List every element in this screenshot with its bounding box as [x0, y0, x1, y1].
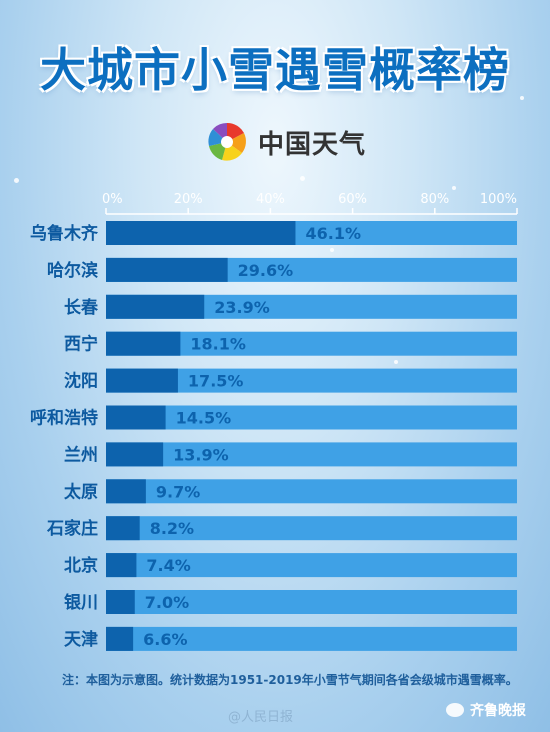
bar: [106, 626, 134, 651]
brand-logo: 中国天气: [204, 118, 366, 166]
x-tick-label: 40%: [256, 192, 285, 207]
bar: [106, 221, 296, 245]
bar: [106, 405, 166, 430]
x-tick-label: 100%: [480, 192, 517, 207]
bar-row: 沈阳 17.5%: [64, 368, 517, 393]
x-axis-ticks: 0% 20% 40% 60% 80% 100%: [102, 192, 518, 215]
category-label: 天津: [64, 629, 98, 650]
bar-row: 呼和浩特 14.5%: [30, 405, 517, 430]
bar-row: 天津 6.6%: [64, 626, 517, 651]
bar: [106, 479, 146, 504]
bar-row: 西宁 18.1%: [64, 331, 517, 356]
value-label: 13.9%: [173, 445, 229, 464]
bar: [106, 331, 181, 356]
x-tick-label: 0%: [102, 192, 123, 207]
value-label: 9.7%: [156, 482, 200, 501]
bar: [106, 516, 140, 541]
bar-row: 石家庄 8.2%: [46, 516, 517, 541]
bar-row: 太原 9.7%: [64, 479, 517, 504]
category-label: 沈阳: [64, 371, 98, 392]
bar-row: 银川 7.0%: [64, 590, 517, 614]
source-watermark-label: 齐鲁晚报: [470, 703, 526, 719]
bar: [106, 553, 137, 578]
bar-row: 兰州 13.9%: [64, 442, 517, 467]
bar-rows: 乌鲁木齐 46.1% 哈尔滨 29.6% 长春 23.9% 西宁 18.1% 沈阳 17.5% 呼和…: [30, 221, 517, 651]
category-label: 兰州: [64, 444, 98, 465]
value-label: 7.4%: [146, 556, 190, 575]
wechat-icon: [446, 703, 464, 717]
bar: [106, 368, 178, 393]
value-label: 8.2%: [150, 519, 194, 538]
x-tick-label: 60%: [338, 192, 367, 207]
bar-row: 北京 7.4%: [64, 553, 517, 578]
category-label: 石家庄: [46, 518, 98, 539]
source-watermark: 齐鲁晚报: [446, 700, 526, 720]
footnote: 注：本图为示意图。统计数据为1951-2019年小雪节气期间各省会级城市遇雪概率…: [62, 673, 518, 687]
bar-row: 乌鲁木齐 46.1%: [30, 221, 517, 245]
bar-row: 哈尔滨 29.6%: [47, 257, 517, 282]
value-label: 14.5%: [176, 409, 232, 428]
bar-row: 长春 23.9%: [64, 294, 517, 319]
value-label: 29.6%: [238, 261, 294, 280]
weibo-watermark: @人民日报: [228, 710, 294, 725]
category-label: 银川: [64, 592, 98, 613]
category-label: 北京: [64, 555, 98, 576]
value-label: 17.5%: [188, 372, 244, 391]
category-label: 乌鲁木齐: [30, 223, 99, 244]
bar: [106, 294, 205, 319]
value-label: 7.0%: [145, 593, 189, 612]
bar: [106, 442, 164, 467]
bar-track: [106, 442, 517, 467]
category-label: 哈尔滨: [47, 260, 98, 281]
value-label: 6.6%: [143, 630, 187, 649]
bar-track: [106, 405, 517, 430]
bar: [106, 590, 135, 614]
bar-track: [106, 626, 517, 651]
x-tick-label: 80%: [420, 192, 449, 207]
page-title: 大城市小雪遇雪概率榜: [40, 43, 510, 97]
value-label: 23.9%: [214, 298, 270, 317]
bar-track: [106, 553, 517, 578]
bar-track: [106, 479, 517, 504]
value-label: 46.1%: [305, 224, 361, 243]
x-tick-label: 20%: [174, 192, 203, 207]
bar-track: [106, 516, 517, 541]
category-label: 西宁: [64, 334, 98, 355]
category-label: 长春: [64, 297, 98, 318]
brand-name: 中国天气: [258, 129, 367, 160]
category-label: 太原: [64, 481, 98, 502]
bar: [106, 257, 228, 282]
pinwheel-icon: [208, 122, 246, 161]
bar-track: [106, 590, 517, 614]
category-label: 呼和浩特: [30, 408, 98, 429]
value-label: 18.1%: [190, 335, 246, 354]
